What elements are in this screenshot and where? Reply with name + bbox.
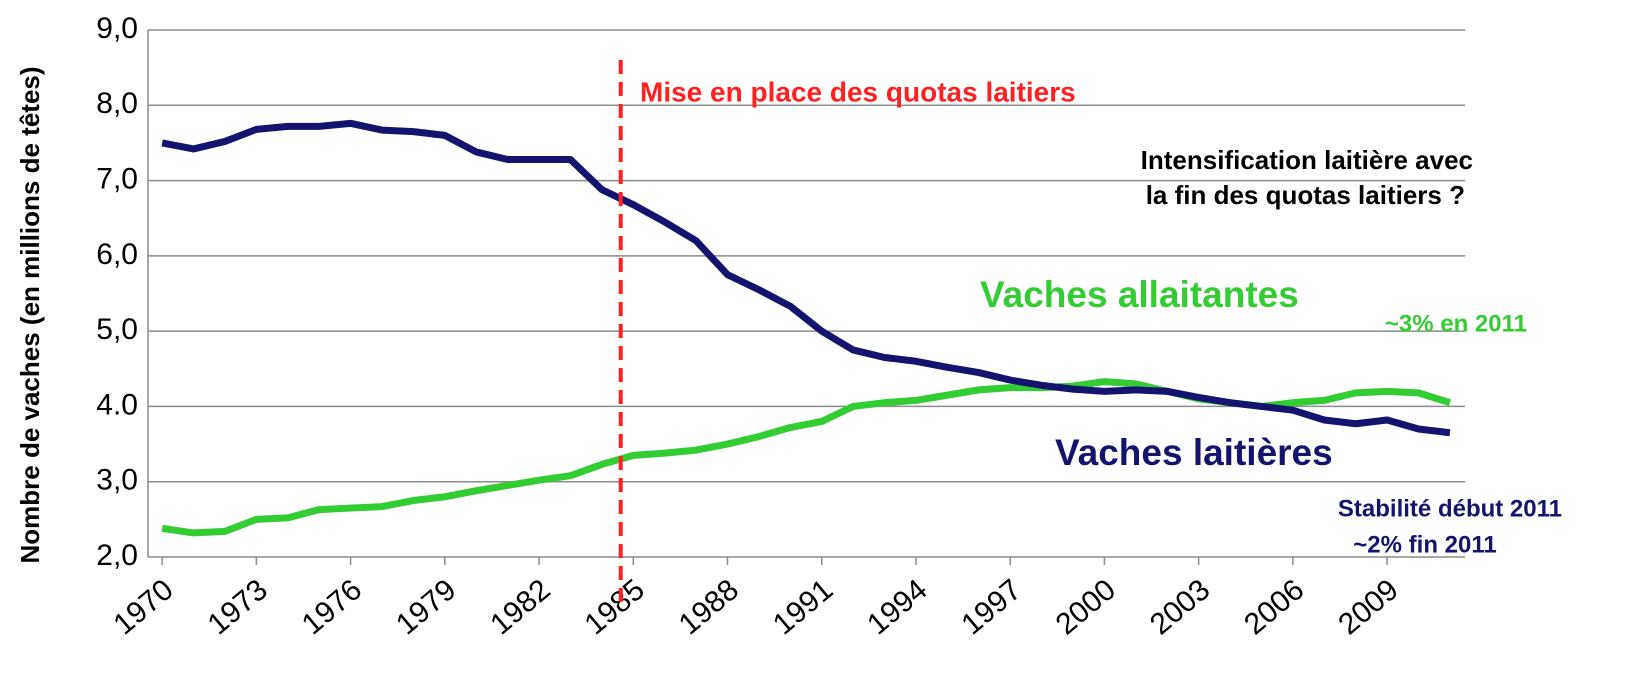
annotation: Stabilité début 2011 <box>1338 495 1562 522</box>
annotation: ~2% fin 2011 <box>1353 531 1496 558</box>
y-tick-label: 4.0 <box>96 388 138 421</box>
x-tick-label: 1994 <box>861 573 933 641</box>
y-tick-label: 2,0 <box>96 539 138 572</box>
x-tick-label: 1973 <box>202 573 274 641</box>
annotation: ~3% en 2011 <box>1385 310 1527 337</box>
x-tick-label: 2003 <box>1144 573 1216 641</box>
y-tick-label: 5,0 <box>96 313 138 346</box>
x-tick-label: 1979 <box>390 573 462 641</box>
x-tick-label: 2000 <box>1050 573 1122 641</box>
series-label: Vaches laitières <box>1055 432 1333 473</box>
x-tick-label: 1991 <box>767 573 839 641</box>
annotation: Intensification laitière avec <box>1141 145 1473 175</box>
y-tick-label: 3,0 <box>96 464 138 497</box>
y-tick-label: 6,0 <box>96 238 138 271</box>
series-label: Vaches allaitantes <box>980 274 1299 315</box>
x-tick-label: 1997 <box>955 573 1027 641</box>
x-tick-label: 2009 <box>1332 573 1404 641</box>
x-tick-label: 2006 <box>1238 573 1310 641</box>
y-tick-label: 7,0 <box>96 162 138 195</box>
reference-label: Mise en place des quotas laitiers <box>640 76 1076 107</box>
x-tick-label: 1988 <box>673 573 745 641</box>
series-line <box>161 119 1451 437</box>
y-axis-label: Nombre de vaches (en millions de têtes) <box>15 66 45 563</box>
x-tick-label: 1982 <box>484 573 556 641</box>
x-tick-label: 1970 <box>107 573 179 641</box>
y-tick-label: 8,0 <box>96 87 138 120</box>
x-tick-label: 1976 <box>296 573 368 641</box>
annotation: la fin des quotas laitiers ? <box>1146 180 1465 210</box>
x-tick-label: 1985 <box>579 573 651 641</box>
y-tick-label: 9,0 <box>96 12 138 45</box>
